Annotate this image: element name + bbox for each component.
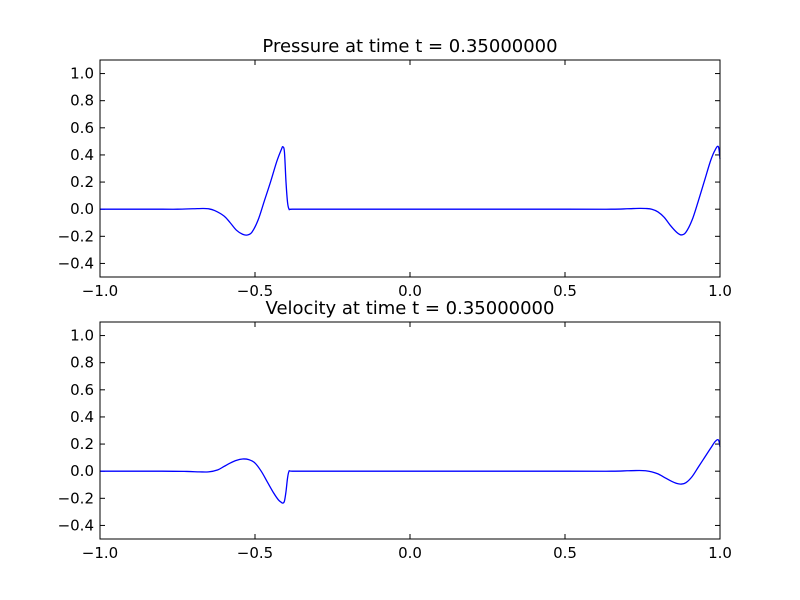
- pressure-subplot: Pressure at time t = 0.35000000 −1.0 −0.5…: [58, 36, 732, 300]
- velocity-y-tick-label: 0.6: [70, 381, 94, 399]
- pressure-x-tick-label: 1.0: [708, 282, 732, 300]
- pressure-y-tick-label: −0.2: [58, 227, 94, 245]
- velocity-subplot: Velocity at time t = 0.35000000 −1.0 −0.5…: [58, 298, 732, 562]
- pressure-x-ticks: −1.0 −0.5 0.0 0.5 1.0: [82, 60, 732, 300]
- velocity-x-tick-label: −1.0: [82, 544, 118, 562]
- pressure-title: Pressure at time t = 0.35000000: [262, 36, 557, 57]
- velocity-y-tick-label: −0.2: [58, 489, 94, 507]
- pressure-line: [100, 145, 721, 236]
- pressure-x-tick-label: 0.5: [553, 282, 577, 300]
- pressure-x-tick-label: 0.0: [398, 282, 422, 300]
- pressure-y-tick-label: 1.0: [70, 65, 94, 83]
- pressure-y-tick-label: 0.0: [70, 200, 94, 218]
- pressure-y-tick-label: 0.2: [70, 173, 94, 191]
- pressure-y-tick-label: 0.6: [70, 119, 94, 137]
- velocity-title: Velocity at time t = 0.35000000: [266, 298, 555, 319]
- velocity-x-ticks: −1.0 −0.5 0.0 0.5 1.0: [82, 322, 732, 562]
- velocity-y-tick-label: −0.4: [58, 516, 94, 534]
- velocity-x-tick-label: 0.0: [398, 544, 422, 562]
- velocity-y-tick-label: 0.2: [70, 435, 94, 453]
- velocity-y-tick-label: 0.0: [70, 462, 94, 480]
- velocity-y-tick-label: 1.0: [70, 327, 94, 345]
- pressure-x-tick-label: −1.0: [82, 282, 118, 300]
- pressure-y-tick-label: −0.4: [58, 254, 94, 272]
- velocity-x-tick-label: 0.5: [553, 544, 577, 562]
- pressure-x-tick-label: −0.5: [237, 282, 273, 300]
- pressure-y-tick-label: 0.4: [70, 146, 94, 164]
- velocity-x-tick-label: −0.5: [237, 544, 273, 562]
- velocity-y-tick-label: 0.8: [70, 354, 94, 372]
- pressure-y-tick-label: 0.8: [70, 92, 94, 110]
- pressure-y-ticks: −0.4 −0.2 0.0 0.2 0.4 0.6 0.8 1.0: [58, 65, 720, 272]
- pressure-axes-frame: [99, 59, 721, 278]
- velocity-x-tick-label: 1.0: [708, 544, 732, 562]
- velocity-y-ticks: −0.4 −0.2 0.0 0.2 0.4 0.6 0.8 1.0: [58, 327, 720, 534]
- velocity-y-tick-label: 0.4: [70, 408, 94, 426]
- velocity-axes-frame: [99, 321, 721, 540]
- velocity-line: [99, 438, 721, 504]
